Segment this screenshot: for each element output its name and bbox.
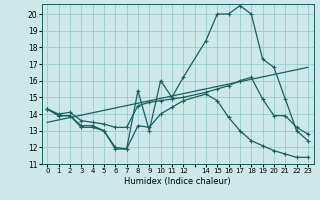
X-axis label: Humidex (Indice chaleur): Humidex (Indice chaleur) [124, 177, 231, 186]
